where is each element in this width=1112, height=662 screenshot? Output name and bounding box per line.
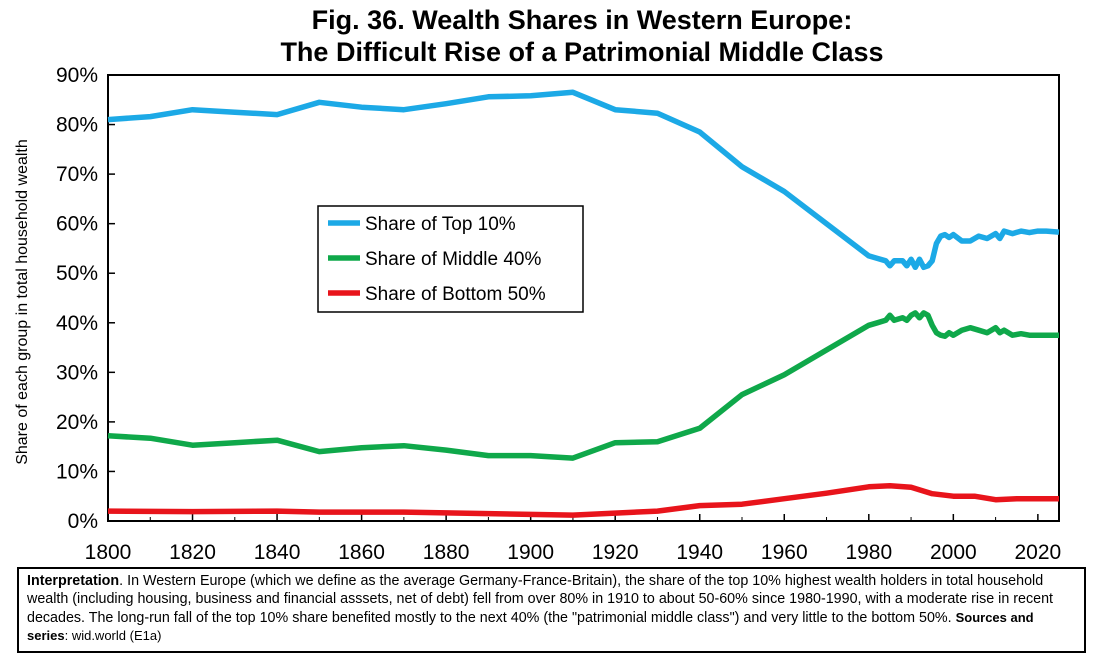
interpretation-label: Interpretation [27, 573, 120, 589]
y-tick-label: 70% [56, 163, 98, 186]
y-tick-label: 50% [56, 262, 98, 285]
y-tick-label: 30% [56, 361, 98, 384]
legend: Share of Top 10% Share of Middle 40% Share… [317, 205, 584, 313]
x-tick-label: 2000 [930, 541, 977, 564]
x-tick-label: 1980 [845, 541, 892, 564]
legend-box [317, 205, 584, 313]
x-tick-label: 1800 [85, 541, 132, 564]
x-tick-label: 1880 [423, 541, 470, 564]
legend-label-2: Share of Middle 40% [365, 249, 541, 270]
x-tick-label: 1840 [254, 541, 301, 564]
series-layer [107, 89, 1060, 518]
line-chart: 0% 10% 20% 30% 40% 50% 60% 70% 80% 90% 1800 1820 184… [14, 64, 1061, 564]
series-line-2 [107, 310, 1059, 461]
x-tick-label: 1900 [507, 541, 554, 564]
y-tick-label: 20% [56, 411, 98, 434]
interpretation-box: Interpretation. In Western Europe (which… [17, 567, 1086, 653]
x-tick-label: 1960 [761, 541, 808, 564]
series-line-3 [107, 483, 1059, 518]
x-tick-label: 1940 [676, 541, 723, 564]
axes-layer: 0% 10% 20% 30% 40% 50% 60% 70% 80% 90% 1800 1820 184… [14, 64, 1061, 564]
x-tick-label: 1920 [592, 541, 639, 564]
y-axis-label: Share of each group in total household w… [14, 139, 31, 465]
chart-title: Fig. 36. Wealth Shares in Western Europe… [0, 4, 1112, 68]
y-tick-label: 10% [56, 460, 98, 483]
sources-label: Sources and series [27, 609, 1034, 643]
chart-title-line2: The Difficult Rise of a Patrimonial Midd… [280, 37, 884, 67]
interpretation-text: . In Western Europe (which we define as … [27, 573, 1054, 626]
x-tick-label: 1860 [338, 541, 385, 564]
sources-text: : wid.world (E1a) [64, 627, 162, 643]
legend-label-1: Share of Top 10% [365, 214, 516, 235]
y-tick-label: 60% [56, 213, 98, 236]
x-tick-label: 2020 [1015, 541, 1062, 564]
chart-title-line1: Fig. 36. Wealth Shares in Western Europe… [311, 5, 853, 35]
x-tick-label: 1820 [169, 541, 216, 564]
y-tick-label: 80% [56, 114, 98, 137]
plot-frame [107, 74, 1060, 522]
y-tick-label: 0% [68, 510, 98, 533]
series-line-1 [107, 89, 1060, 271]
y-tick-label: 40% [56, 312, 98, 335]
legend-label-3: Share of Bottom 50% [365, 284, 546, 305]
y-tick-label: 90% [56, 64, 98, 87]
